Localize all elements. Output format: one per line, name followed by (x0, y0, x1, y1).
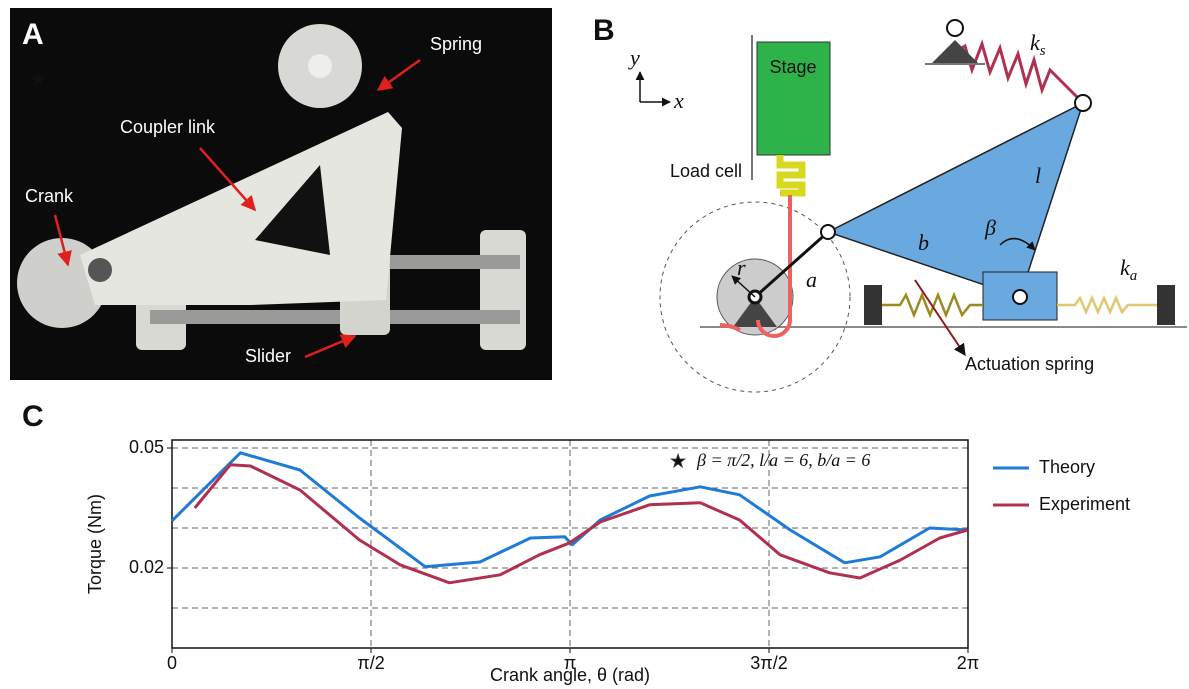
diagram-panel: B y x Stage Load cell ks ka l β b a r Ac… (593, 14, 1187, 393)
symbol: a (806, 267, 817, 292)
x-tick-label: 0 (167, 653, 177, 673)
y-tick-label: 0.02 (129, 557, 164, 577)
panel-label: C (22, 400, 44, 433)
symbol: ks (1030, 30, 1046, 59)
x-tick-label: π (564, 653, 576, 673)
star: ★ (670, 451, 686, 471)
panel-label: B (593, 14, 615, 47)
label: Stage (769, 57, 816, 77)
symbol: k (1120, 255, 1131, 280)
x-tick-label: 3π/2 (750, 653, 787, 673)
symbol: β (984, 215, 996, 240)
annotation: β = π/2, l/a = 6, b/a = 6 (696, 450, 870, 470)
symbol: k (1030, 30, 1041, 55)
y-tick-label: 0.05 (129, 437, 164, 457)
chart: 0.02 0.05 0 π/2 π 3π/2 2π Crank angle, θ (rad) T… (85, 437, 1130, 685)
y-axis-label: Torque (Nm) (85, 494, 105, 594)
axis-label: y (628, 45, 640, 70)
photo-panel: ★ A Spring Coupler link Crank Slider (10, 8, 552, 380)
symbol: l (1035, 163, 1041, 188)
star: ★ (30, 69, 46, 89)
subscript: s (1040, 43, 1046, 59)
symbol: r (737, 255, 746, 280)
label: Crank (25, 186, 74, 206)
subscript: a (1130, 268, 1138, 284)
symbol: b (918, 230, 929, 255)
label: Spring (430, 34, 482, 54)
label: Coupler link (120, 117, 216, 137)
panel-label: A (22, 18, 44, 51)
label: Slider (245, 346, 291, 366)
x-axis-label: Crank angle, θ (rad) (490, 665, 650, 685)
axis-label: x (673, 88, 684, 113)
label: Load cell (670, 161, 742, 181)
data-line (193, 463, 969, 585)
label: Actuation spring (965, 354, 1094, 374)
x-tick-label: 2π (957, 653, 979, 673)
legend-label: Experiment (1039, 494, 1130, 514)
symbol: ka (1120, 255, 1137, 284)
legend-label: Theory (1039, 457, 1095, 477)
x-tick-label: π/2 (357, 653, 384, 673)
